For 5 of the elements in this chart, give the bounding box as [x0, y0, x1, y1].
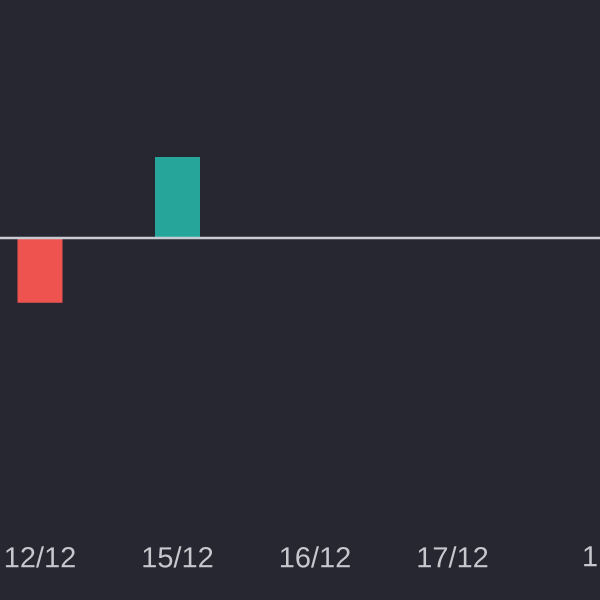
x-tick-label: 16/12 — [280, 546, 350, 568]
x-tick-label: 1 — [584, 546, 597, 566]
x-tick-label: 17/12 — [418, 546, 488, 568]
x-tick-label: 15/12 — [143, 546, 212, 568]
x-tick-label: 12/12 — [6, 546, 75, 568]
